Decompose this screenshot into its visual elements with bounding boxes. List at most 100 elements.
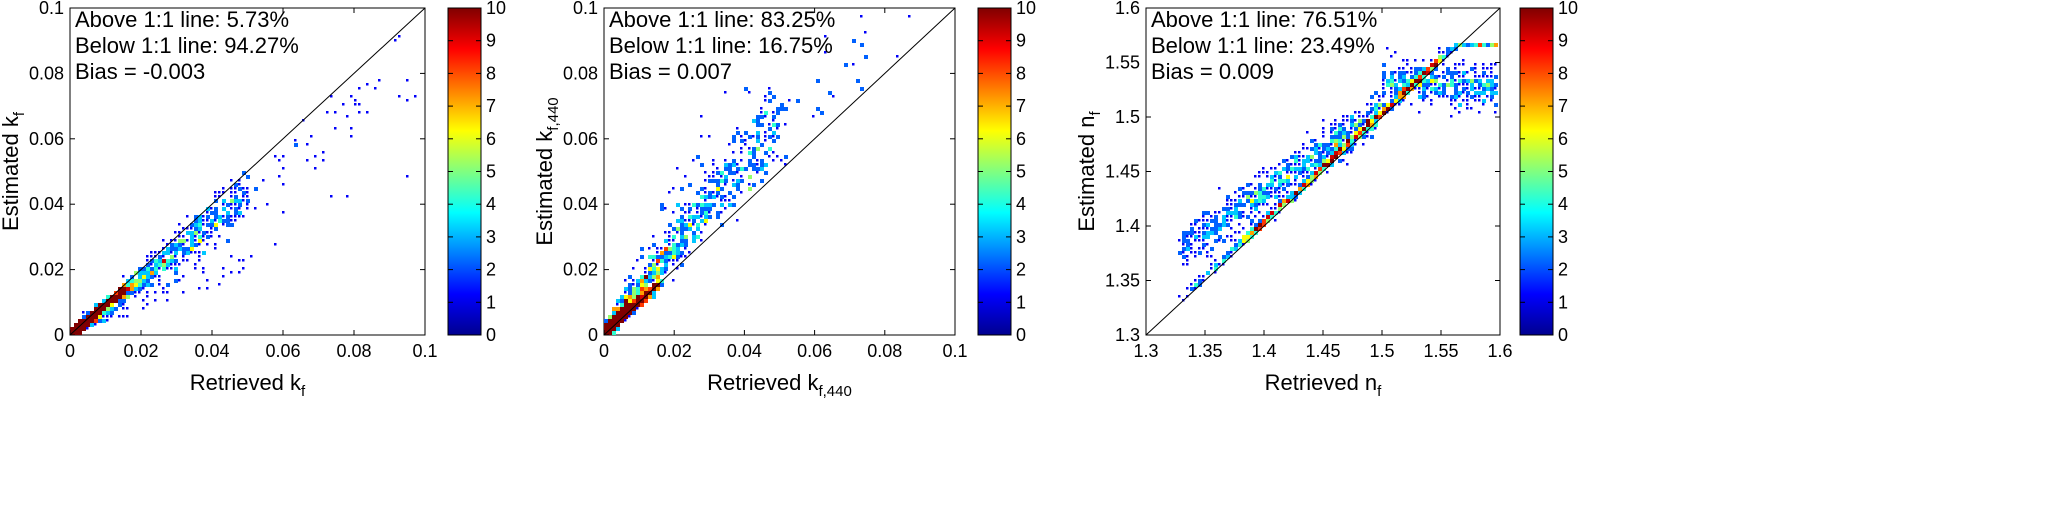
density-cell (612, 311, 616, 315)
density-cell (1294, 159, 1298, 163)
density-cell (704, 211, 708, 215)
density-cell (676, 167, 679, 170)
density-cell (712, 171, 715, 174)
density-cell (1186, 239, 1190, 243)
density-cell (620, 307, 624, 311)
density-cell (198, 243, 201, 246)
density-cell (636, 259, 639, 262)
y-tick-label: 0.04 (29, 194, 64, 214)
density-cell (154, 263, 158, 267)
density-cell (1250, 231, 1254, 235)
x-tick-label: 0.1 (412, 341, 437, 361)
density-cell (1442, 91, 1446, 95)
density-cell (1274, 191, 1277, 194)
density-cell (1290, 167, 1294, 171)
density-cell (748, 151, 752, 155)
density-cell (636, 307, 639, 310)
density-cell (130, 279, 134, 283)
density-cell (182, 275, 185, 278)
density-cell (1490, 71, 1493, 74)
density-cell (1422, 91, 1426, 95)
density-cell (768, 123, 771, 126)
density-cell (114, 299, 118, 303)
density-cell (712, 163, 715, 166)
density-cell (1246, 215, 1250, 219)
y-tick-label: 1.5 (1115, 107, 1140, 127)
density-cell (1490, 75, 1493, 78)
density-cell (1466, 71, 1469, 74)
density-cell (760, 111, 763, 114)
density-cell (398, 95, 401, 98)
density-cell (1366, 115, 1369, 118)
density-cell (636, 287, 640, 291)
density-cell (1310, 147, 1314, 151)
density-cell (1274, 171, 1278, 175)
density-cell (672, 263, 675, 266)
density-cell (222, 199, 226, 203)
y-tick-label: 0.02 (563, 260, 598, 280)
density-cell (1490, 95, 1494, 99)
density-cell (724, 159, 727, 162)
density-cell (118, 303, 122, 307)
density-cell (720, 175, 723, 178)
colorbar-tick-label: 7 (1016, 96, 1026, 116)
x-tick-label: 1.5 (1369, 341, 1394, 361)
density-cell (1494, 91, 1498, 95)
density-cell (640, 287, 644, 291)
density-cell (1470, 67, 1474, 71)
density-cell (122, 275, 125, 278)
density-cell (1274, 207, 1277, 210)
density-cell (640, 291, 644, 295)
density-cell (146, 267, 150, 271)
density-cell (1458, 103, 1462, 107)
density-cell (230, 195, 233, 198)
density-cell (134, 291, 137, 294)
density-cell (724, 207, 727, 210)
density-cell (656, 287, 660, 291)
colorbar-tick-label: 1 (486, 292, 496, 312)
density-cell (1226, 255, 1230, 259)
density-cell (1226, 199, 1229, 202)
density-cell (608, 315, 612, 319)
density-cell (226, 203, 230, 207)
density-cell (1354, 139, 1357, 142)
density-cells (1178, 43, 1498, 302)
chart-panel-3: 1.3 1.35 1.4 1.45 1.5 1.55 1.61.31.351.41.451.… (1074, 0, 1578, 400)
density-cell (238, 207, 241, 210)
density-cell (1386, 107, 1390, 111)
density-cell (1186, 231, 1190, 235)
density-cell (712, 191, 715, 194)
density-cell (254, 207, 257, 210)
density-cell (1370, 127, 1374, 131)
density-cell (206, 223, 210, 227)
density-cell (334, 127, 337, 130)
density-cell (122, 291, 126, 295)
density-cell (700, 219, 704, 223)
density-cell (1474, 71, 1477, 74)
density-cell (1246, 231, 1250, 235)
density-cell (1350, 131, 1353, 134)
density-cell (656, 259, 660, 263)
density-cell (154, 299, 157, 302)
density-cell (1242, 203, 1246, 207)
density-cell (114, 295, 118, 299)
x-tick-label: 0.08 (336, 341, 371, 361)
density-cell (1398, 79, 1402, 83)
density-cell (1414, 67, 1418, 71)
density-cell (720, 171, 724, 175)
density-cell (118, 299, 122, 303)
density-cell (1190, 243, 1193, 246)
density-cell (716, 171, 720, 175)
density-cell (1342, 119, 1345, 122)
density-cell (752, 151, 756, 155)
density-cell (194, 227, 198, 231)
density-cell (1494, 83, 1498, 87)
y-axis-label: Estimated kf,440 (532, 97, 562, 245)
density-cell (1398, 71, 1402, 75)
density-cell (716, 215, 720, 219)
density-cell (1186, 235, 1189, 238)
density-cell (668, 255, 672, 259)
density-cell (358, 111, 361, 114)
density-cell (1210, 263, 1213, 266)
density-cell (1374, 107, 1378, 111)
